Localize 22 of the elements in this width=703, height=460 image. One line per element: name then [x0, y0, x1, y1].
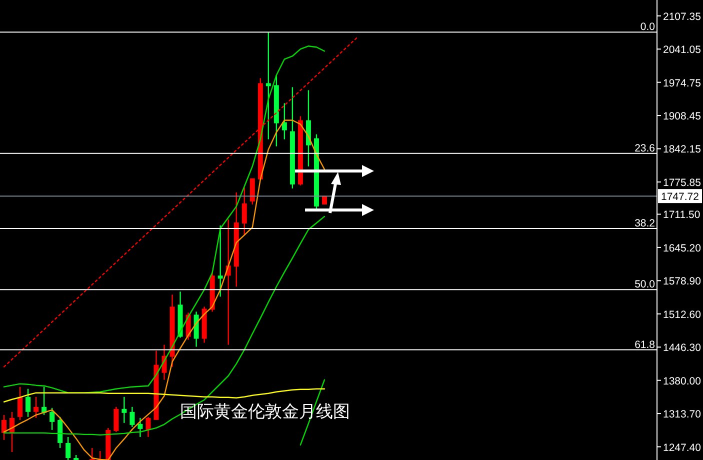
y-tick-label: 1512.60	[663, 308, 702, 321]
y-tick-label: 1842.15	[663, 144, 702, 156]
y-tick-label: 1247.40	[663, 442, 702, 454]
y-tick-label: 1908.45	[663, 110, 702, 123]
annotation: 0.0	[640, 21, 656, 34]
y-tick-label: 1775.85	[663, 176, 702, 189]
y-tick-label: 1578.90	[663, 276, 702, 288]
ref-label: 1747.72	[658, 189, 702, 204]
y-tick-label: 1645.20	[663, 242, 702, 254]
y-tick-label: 1446.30	[663, 342, 702, 354]
line-series	[3, 46, 326, 394]
annotation: 50.0	[634, 278, 656, 291]
annotation: 23.6	[634, 142, 656, 154]
ref-line-label: 1747.72	[661, 191, 700, 204]
annotation: 38.2	[634, 217, 656, 230]
y-tick-label: 1974.75	[663, 77, 702, 90]
y-tick-label: 1313.70	[663, 408, 702, 421]
y-tick-label: 1711.50	[663, 209, 700, 222]
y-tick-label: 2107.35	[663, 10, 702, 23]
annotation: 61.8	[634, 338, 656, 351]
y-tick-label: 1380.00	[663, 375, 702, 388]
y-tick-label: 2041.05	[663, 44, 702, 56]
